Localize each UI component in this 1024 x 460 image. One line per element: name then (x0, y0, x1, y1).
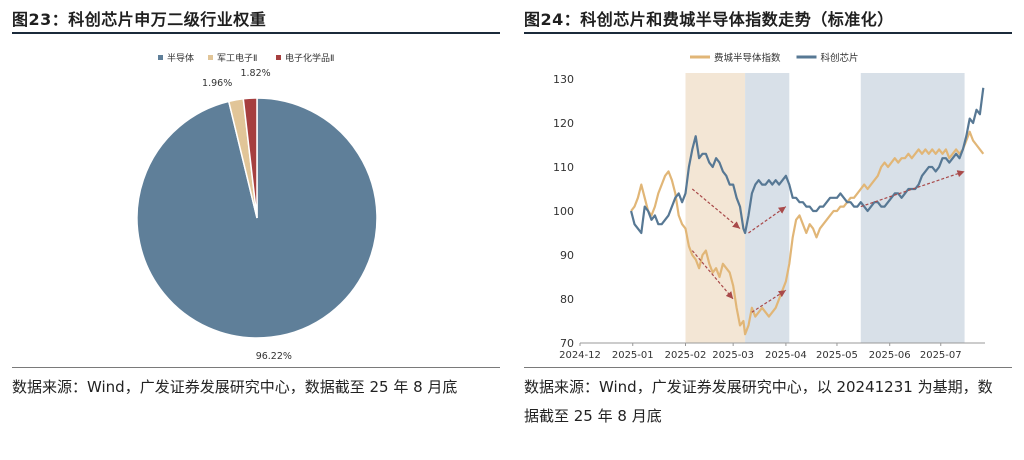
shaded-period (860, 73, 965, 343)
right-figure-panel: 图24：科创芯片和费城半导体指数走势（标准化） 70 80 90 100 110 120 1… (512, 0, 1024, 460)
source-rule (12, 367, 500, 368)
trend-arrow (691, 188, 741, 230)
legend-item: 半导体 (158, 52, 194, 64)
legend-label: 半导体 (167, 52, 194, 64)
x-tick-label: 2025-02 (665, 350, 707, 361)
legend-label: 费城半导体指数 (714, 52, 781, 64)
x-tick-label: 2025-05 (816, 350, 858, 361)
figure-23-source: 数据来源：Wind，广发证券发展研究中心，数据截至 25 年 8 月底 (12, 378, 458, 396)
y-tick-label: 70 (560, 337, 574, 350)
pie-slice (242, 97, 258, 219)
x-tick-label: 2024-12 (559, 350, 601, 361)
legend-item: 费城半导体指数 (690, 52, 781, 64)
trend-arrow (748, 206, 787, 234)
legend-item: 电子化学品Ⅱ (276, 52, 334, 64)
y-tick-label: 80 (560, 293, 574, 306)
legend-label: 电子化学品Ⅱ (285, 52, 334, 64)
left-figure-panel: 图23：科创芯片申万二级行业权重 半导体 军工电子Ⅱ 电子化学品Ⅱ 96.22% 1.9… (12, 10, 500, 396)
source-rule (524, 367, 1012, 368)
y-tick-label: 90 (560, 249, 574, 262)
figure-23-title: 图23：科创芯片申万二级行业权重 (12, 10, 267, 29)
x-tick-label: 2025-01 (612, 350, 654, 361)
x-tick-label: 2025-06 (869, 350, 911, 361)
title-rule (524, 32, 1012, 34)
legend-item: 军工电子Ⅱ (208, 52, 257, 64)
series-line (630, 87, 985, 235)
y-tick-label: 100 (553, 205, 574, 218)
legend-swatch (276, 55, 281, 60)
pie-chart: 半导体 军工电子Ⅱ 电子化学品Ⅱ 96.22% 1.96% 1.82% (136, 52, 378, 362)
trend-arrow (691, 250, 734, 300)
title-rule (12, 32, 500, 34)
legend-swatch (208, 55, 213, 60)
line-chart: 70 80 90 100 110 120 130 2024-12 2025-01 2025-02 2… (553, 52, 985, 361)
figure-24-source: 数据来源：Wind，广发证券发展研究中心，以 20241231 为基期，数据截至… (524, 378, 993, 425)
y-tick-label: 120 (553, 117, 574, 130)
x-tick-label: 2025-03 (712, 350, 754, 361)
slice-data-label: 1.82% (240, 68, 270, 79)
figure-24-title: 图24：科创芯片和费城半导体指数走势（标准化） (524, 10, 894, 29)
trend-arrow (751, 289, 787, 313)
legend-label: 军工电子Ⅱ (217, 52, 257, 64)
y-tick-label: 110 (553, 161, 574, 174)
trend-arrow (860, 170, 965, 208)
slice-data-label: 1.96% (202, 78, 232, 89)
x-tick-label: 2025-07 (920, 350, 962, 361)
legend-label: 科创芯片 (821, 52, 859, 64)
legend-item: 科创芯片 (796, 52, 859, 64)
legend-swatch (158, 55, 163, 60)
y-tick-label: 130 (553, 73, 574, 86)
x-tick-label: 2025-04 (765, 350, 807, 361)
slice-data-label: 96.22% (256, 351, 292, 362)
series-line (630, 130, 985, 336)
shaded-period (745, 73, 790, 343)
